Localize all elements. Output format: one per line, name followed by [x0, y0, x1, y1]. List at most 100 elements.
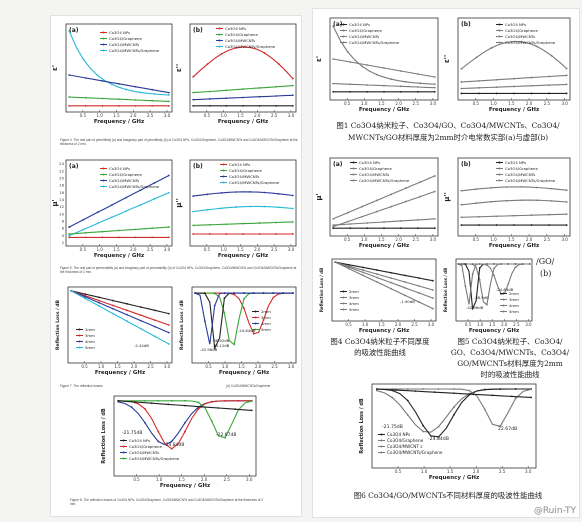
series-graphene-marker	[513, 77, 515, 80]
y-axis-label: Reflection Loss / dB	[359, 398, 365, 454]
panel-tag: (b)	[461, 21, 471, 28]
legend-entry: 4mm	[349, 301, 359, 306]
x-tick-label: 0.5	[133, 477, 140, 482]
series-mwcnts	[68, 175, 170, 228]
series-4mm-marker	[431, 297, 434, 299]
series-mwcnts-marker	[437, 425, 440, 428]
cn-figure6: 0.5 1.0 1.5 2.0 2.5 3.0 Frequency / GHz Reflect…	[352, 380, 542, 488]
x-tick-label: 2.0	[131, 364, 138, 369]
legend-marker	[380, 451, 383, 454]
series-mwcnts-graphene	[193, 205, 293, 213]
series-graphene-marker	[101, 230, 104, 233]
series-mwcnts-graphene	[192, 46, 294, 79]
x-tick-label: 1.0	[361, 237, 368, 242]
plot-rl-thickness-a: 0.5 1.0 1.5 2.0 2.5 3.0 Frequency / GHz Reflect…	[55, 286, 173, 376]
x-tick-label: 0.5	[345, 322, 352, 327]
series-nps-marker	[275, 233, 278, 235]
cn-figure5-caption-line1: 图5 Co3O4纳米粒子、Co3O4/	[457, 337, 563, 346]
series-nps-marker	[453, 392, 455, 395]
series-mwcnts-marker	[475, 188, 478, 191]
series-mwcnts-marker	[453, 406, 455, 408]
series-4mm-marker	[203, 292, 206, 295]
x-tick-label: 2.0	[473, 469, 480, 474]
series-graphene-marker	[548, 213, 550, 216]
series-mwcnts-graphene-marker	[520, 199, 523, 202]
series-5mm-marker	[471, 273, 474, 275]
series-nps-marker	[101, 236, 104, 239]
figure-permeability-imag: 0.5 1.0 1.5 2.0 2.5 3.0 Frequency / GHz μ'' (b) C…	[176, 152, 300, 262]
legend-entry: Co3O4 NPs	[229, 162, 250, 167]
cn-figure5-caption-line2: GO、Co3O4/MWCNTs、Co3O4/	[450, 348, 570, 357]
series-mwcnts-marker	[277, 192, 280, 195]
series-mwcnts-graphene-marker	[125, 210, 128, 213]
series-graphene-marker	[433, 217, 436, 220]
series-graphene-marker	[422, 388, 425, 390]
series-mwcnts-graphene-marker	[249, 205, 252, 208]
legend-entry: Co3O4/MWCNTs	[109, 42, 139, 47]
series-5mm-marker	[243, 292, 245, 294]
series-mwcnts-graphene-marker	[460, 67, 463, 70]
series-nps-marker	[167, 104, 170, 107]
series-nps-marker	[460, 92, 463, 95]
series-mwcnts-marker	[478, 86, 480, 89]
series-5mm-marker	[112, 312, 114, 315]
legend-entry: Co3O4/MWCNTs/Graphene	[225, 44, 276, 49]
x-tick-label: 2.0	[130, 247, 137, 252]
series-graphene-marker	[167, 100, 170, 103]
series-graphene-marker	[400, 220, 402, 222]
x-tick-label: 2.0	[395, 237, 402, 242]
series-5mm-marker	[70, 289, 73, 292]
series-graphene-marker	[349, 83, 352, 86]
series-nps-marker	[291, 104, 294, 107]
x-tick-label: 2.5	[544, 101, 551, 106]
figure4-caption: Figure 4. The real part of permittivity …	[60, 138, 298, 146]
series-mwcnts-graphene-marker	[82, 228, 85, 231]
series-nps-marker	[472, 393, 475, 396]
legend-entry: Co3O4/Graphene	[229, 168, 262, 173]
series-nps-marker	[200, 405, 203, 408]
legend-entry: Co3O4/MWCNTs	[349, 34, 379, 39]
series-graphene-marker	[565, 213, 568, 216]
x-tick-label: 1.0	[490, 101, 497, 106]
series-2mm-marker	[126, 302, 128, 305]
series-2mm-marker	[272, 296, 275, 299]
series-graphene-marker	[530, 388, 532, 391]
legend-marker	[342, 308, 345, 311]
y-axis-label: Reflection Loss / dB	[101, 408, 107, 464]
legend-entry: Co3O4/MWCNT s	[387, 444, 422, 449]
series-nps-marker	[548, 92, 550, 95]
cn-figure6-caption: 图6 Co3O4/GO/MWCNTs不同材料厚度的吸波性能曲线	[353, 491, 543, 500]
series-nps-marker	[134, 401, 136, 403]
series-5mm-marker	[478, 263, 481, 265]
x-tick-label: 0.5	[473, 237, 480, 242]
series-mwcnts-graphene-marker	[139, 204, 142, 206]
plot-frame	[455, 258, 533, 322]
legend-marker	[342, 296, 345, 299]
series-mwcnts-marker	[495, 86, 498, 89]
x-tick-label: 0.5	[204, 247, 211, 252]
cn-figure5-side-label: /GO/	[536, 257, 555, 266]
series-graphene-marker	[144, 399, 146, 402]
x-tick-label: 1.0	[362, 322, 369, 327]
series-3mm-marker	[154, 319, 156, 322]
legend-marker	[218, 45, 221, 48]
legend-marker	[342, 302, 345, 305]
legend-marker	[222, 163, 225, 166]
series-mwcnts-marker	[422, 430, 425, 433]
legend-entry: Co3O4/MWCNTs/Graphene	[505, 40, 556, 45]
series-mwcnts-graphene-marker	[346, 220, 349, 223]
series-2mm-marker	[514, 266, 517, 269]
series-mwcnts-graphene-marker	[550, 199, 553, 202]
series-mwcnts-graphene-marker	[96, 222, 99, 225]
x-tick-label: 2.5	[224, 477, 231, 482]
x-tick-label: 1.5	[237, 113, 244, 118]
series-nps-marker	[565, 224, 568, 226]
series-nps-marker	[242, 233, 244, 235]
y-tick-label: 2	[62, 240, 65, 245]
series-graphene-marker	[478, 79, 480, 82]
series-mwcnts-graphene-marker	[475, 56, 478, 59]
series-graphene-marker	[275, 221, 278, 224]
series-5mm-marker	[348, 267, 350, 270]
series-graphene-marker	[468, 389, 471, 392]
y-axis-label: μ''	[444, 192, 451, 201]
